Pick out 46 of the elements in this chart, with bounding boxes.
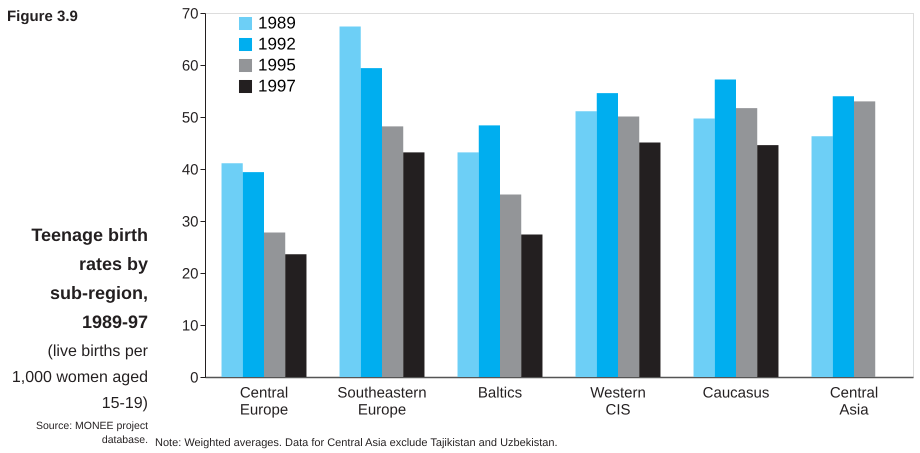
bar xyxy=(832,96,854,377)
bar xyxy=(382,126,404,377)
bar xyxy=(360,68,382,377)
bar xyxy=(340,26,361,377)
x-tick-label: Central Asia xyxy=(830,384,878,418)
x-tick-label: Western CIS xyxy=(590,384,646,418)
x-tick-label: Caucasus xyxy=(702,384,770,402)
text: (live births per 1,000 women aged 15-19) xyxy=(12,343,149,412)
bar xyxy=(596,93,618,377)
source-note: Source: MONEE project database. xyxy=(36,420,148,446)
bar xyxy=(639,142,660,377)
bar xyxy=(478,125,500,377)
bar xyxy=(222,163,243,377)
y-tick-label: 70 xyxy=(182,6,198,22)
bar xyxy=(285,254,306,377)
bar xyxy=(264,232,286,377)
text: Note: Weighted averages. Data for Central Asia exclude Tajikistan and Uzbekistan. xyxy=(155,437,558,449)
bar xyxy=(757,145,778,377)
caption: Figure 3.9 xyxy=(7,8,78,25)
bar xyxy=(576,111,597,377)
bar xyxy=(458,152,479,377)
y-tick-label: 0 xyxy=(190,370,198,386)
bar xyxy=(812,136,833,377)
bar xyxy=(714,80,736,377)
x-tick-label: Baltics xyxy=(478,384,522,402)
legend-label: 1997 xyxy=(258,76,296,96)
legend-label: 1989 xyxy=(258,14,296,32)
x-tick-label: Central Europe xyxy=(240,384,288,418)
y-tick-label: 50 xyxy=(182,110,198,126)
x-tick-label: Southeastern Europe xyxy=(337,384,427,418)
y-tick-label: 60 xyxy=(182,58,198,74)
y-tick-label: 30 xyxy=(182,214,198,230)
bar xyxy=(694,118,715,377)
bar xyxy=(242,172,264,377)
bar xyxy=(500,194,522,377)
bar xyxy=(736,108,758,377)
legend-label: 1992 xyxy=(258,34,296,54)
bar xyxy=(403,152,424,377)
y-tick-label: 10 xyxy=(182,318,198,334)
legend-label: 1995 xyxy=(258,56,296,74)
text: Teenage birth rates by sub-region, 1989-97 xyxy=(31,225,148,332)
y-tick-label: 20 xyxy=(182,266,198,282)
y-tick-label: 40 xyxy=(182,162,198,178)
bar xyxy=(521,234,542,377)
bar xyxy=(618,116,640,377)
bar xyxy=(854,101,876,377)
